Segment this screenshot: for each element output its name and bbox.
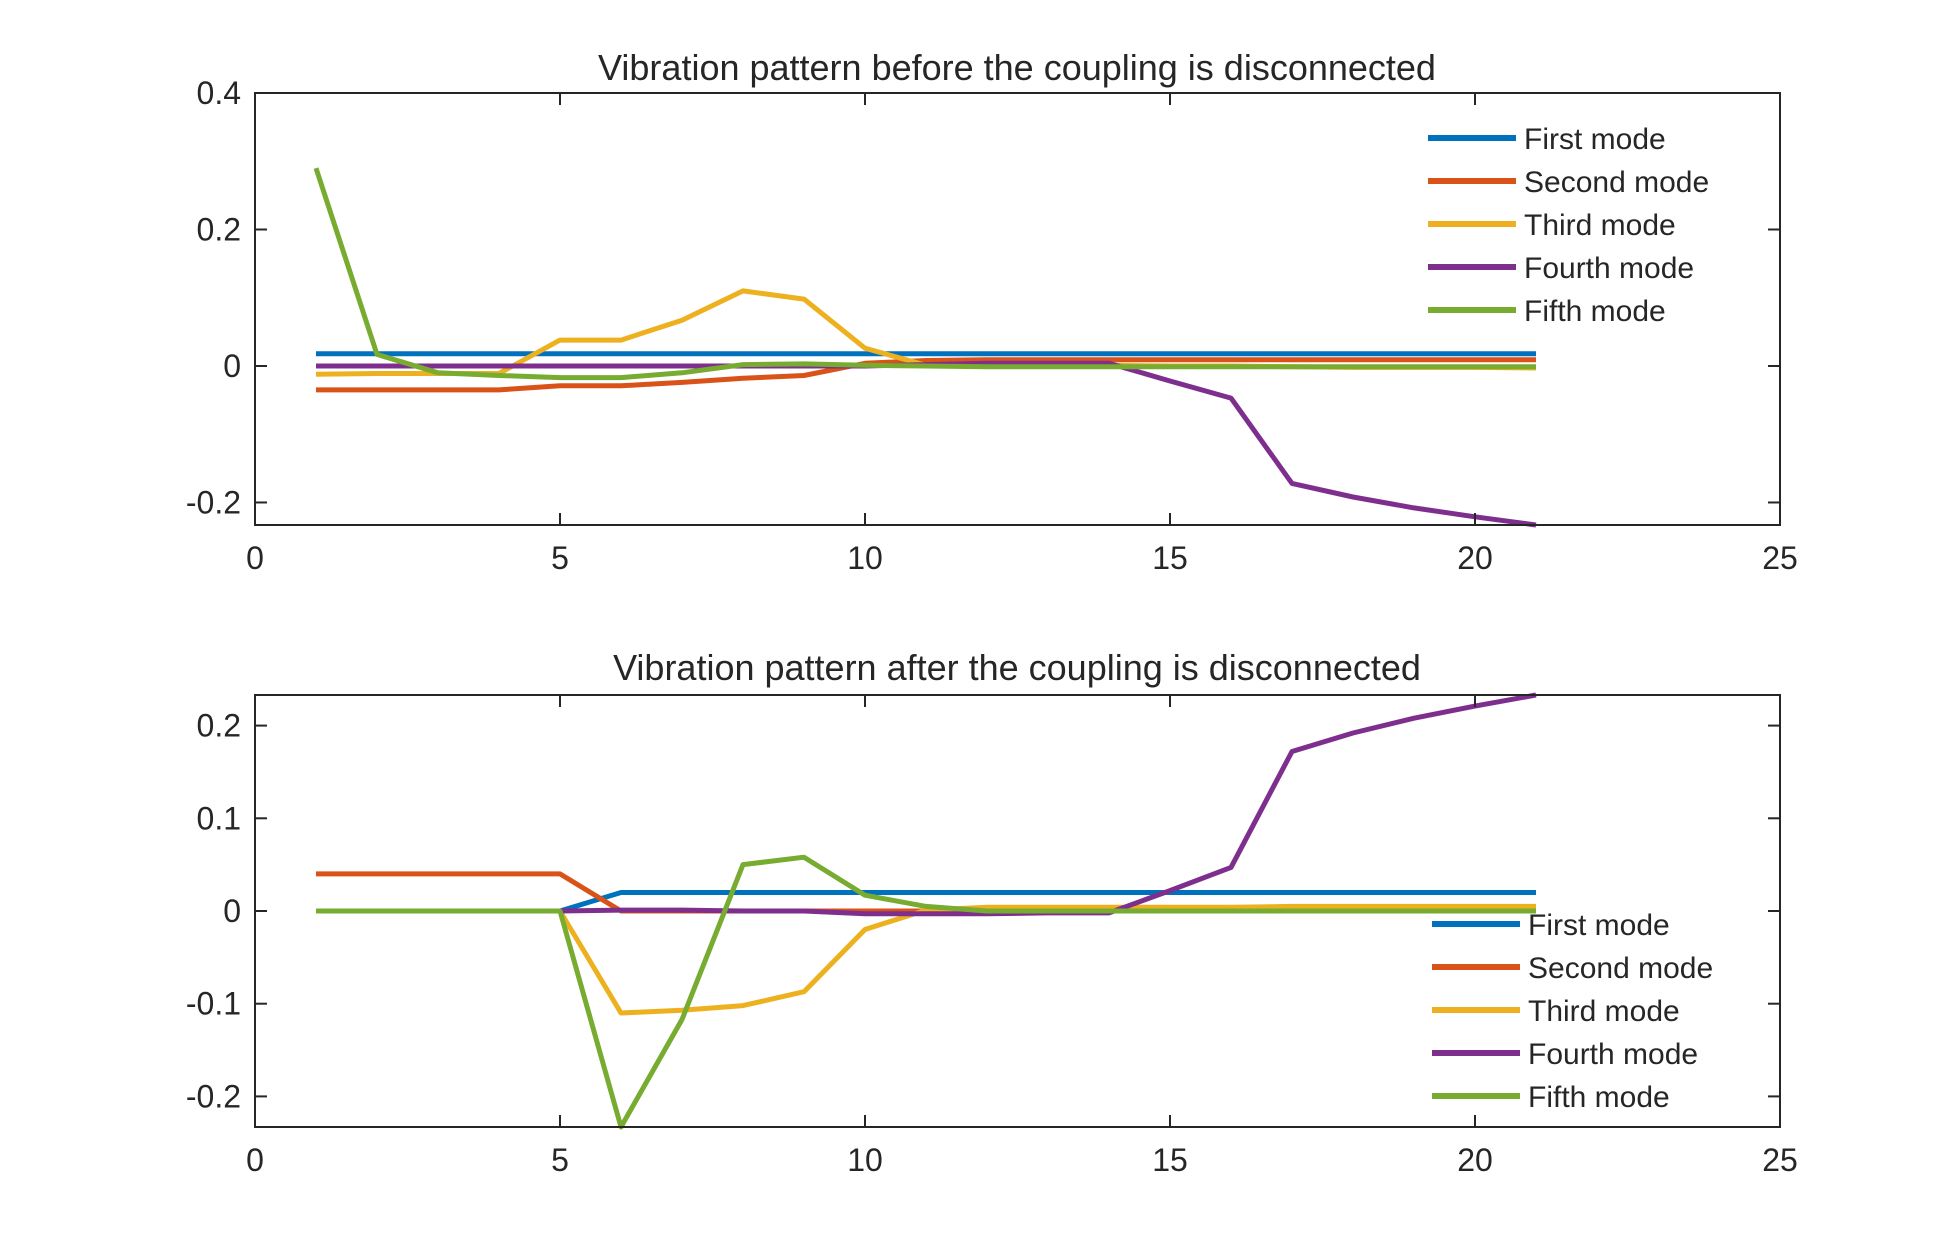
series-line-fifth-mode xyxy=(316,854,1536,1130)
legend-label-first-mode: First mode xyxy=(1528,909,1670,942)
legend-label-second-mode: Second mode xyxy=(1528,952,1713,985)
x-tick-label: 20 xyxy=(1457,540,1493,576)
y-tick-label: -0.2 xyxy=(186,484,241,520)
axis-ticks: 0 5 10 15 20 25 -0.2 -0.1 0 0.1 0.2 xyxy=(186,695,1798,1178)
legend-label-third-mode: Third mode xyxy=(1524,209,1676,242)
series-line-fifth-mode xyxy=(313,167,1536,381)
legend-label-fifth-mode: Fifth mode xyxy=(1524,295,1666,328)
chart-title: Vibration pattern after the coupling is … xyxy=(613,647,1421,688)
x-tick-label: 20 xyxy=(1457,1142,1493,1178)
x-tick-label: 5 xyxy=(551,540,569,576)
x-tick-label: 0 xyxy=(246,540,264,576)
plot-area xyxy=(313,167,1537,528)
y-tick-label: -0.1 xyxy=(186,986,241,1022)
legend-label-fifth-mode: Fifth mode xyxy=(1528,1081,1670,1114)
series-line-second-mode xyxy=(316,357,1536,393)
legend-label-fourth-mode: Fourth mode xyxy=(1524,252,1694,285)
x-tick-label: 25 xyxy=(1762,1142,1798,1178)
y-tick-label: 0.2 xyxy=(197,708,241,744)
subplot-after-disconnect: Vibration pattern after the coupling is … xyxy=(186,647,1798,1178)
x-tick-label: 10 xyxy=(847,540,883,576)
x-tick-label: 15 xyxy=(1152,540,1188,576)
subplot-before-disconnect: Vibration pattern before the coupling is… xyxy=(186,47,1798,576)
x-tick-label: 15 xyxy=(1152,1142,1188,1178)
x-tick-label: 10 xyxy=(847,1142,883,1178)
x-tick-label: 5 xyxy=(551,1142,569,1178)
y-tick-label: -0.2 xyxy=(186,1078,241,1114)
x-tick-label: 25 xyxy=(1762,540,1798,576)
axis-ticks: 0 5 10 15 20 25-0.200.20.4 xyxy=(186,75,1798,576)
y-tick-label: 0.2 xyxy=(197,211,241,247)
y-tick-label: 0.1 xyxy=(197,800,241,836)
legend-label-third-mode: Third mode xyxy=(1528,995,1680,1028)
chart-title: Vibration pattern before the coupling is… xyxy=(598,47,1436,88)
x-tick-label: 0 xyxy=(246,1142,264,1178)
axes-box xyxy=(254,92,1781,526)
y-tick-label: 0 xyxy=(223,348,241,384)
legend-label-fourth-mode: Fourth mode xyxy=(1528,1038,1698,1071)
legend-label-first-mode: First mode xyxy=(1524,123,1666,156)
y-tick-label: 0.4 xyxy=(197,75,241,111)
legend: First mode Second mode Third mode Fourth mo… xyxy=(1428,123,1709,328)
plot-area xyxy=(316,692,1537,1130)
y-tick-label: 0 xyxy=(223,893,241,929)
legend-label-second-mode: Second mode xyxy=(1524,166,1709,199)
legend: First mode Second mode Third mode Fourth mo… xyxy=(1432,909,1713,1114)
